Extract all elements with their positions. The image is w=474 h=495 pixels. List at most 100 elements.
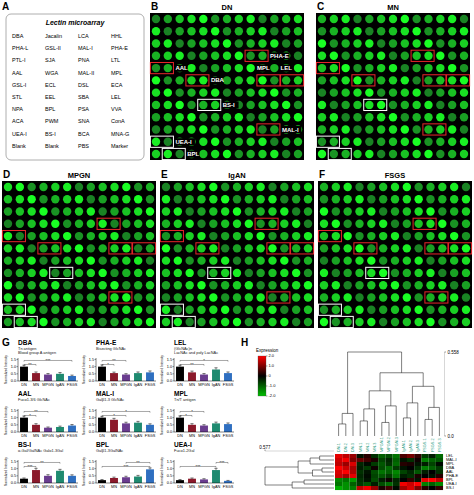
spot: [462, 318, 470, 326]
spot: [391, 183, 399, 191]
lectin-name: PNA: [78, 57, 90, 63]
category-label: DN: [21, 485, 27, 489]
spot: [460, 150, 468, 158]
category-label: FSGS: [223, 485, 234, 489]
spot: [27, 269, 35, 277]
spot: [164, 150, 172, 158]
heat-cell: [421, 474, 428, 478]
spot: [403, 306, 411, 314]
spot: [414, 318, 422, 326]
spot: [304, 207, 312, 215]
spot: [211, 150, 219, 158]
spot: [377, 125, 385, 133]
lectin-name: MNA-G: [111, 131, 129, 137]
category-label: DN: [99, 434, 105, 438]
heat-cell: [342, 474, 349, 478]
spot: [146, 207, 154, 215]
bar-chart: MAL-IGalβ1-3 GlcNAcNormalized Intensity0…: [82, 390, 157, 438]
spot: [211, 101, 219, 109]
bar-chart: DBATn antigenBlood group A antigenNormal…: [4, 339, 79, 387]
spot: [426, 183, 434, 191]
spot: [424, 39, 432, 47]
spot: [110, 281, 118, 289]
spot: [401, 125, 409, 133]
chart-title: DBA: [18, 339, 32, 346]
error-bar: [70, 425, 73, 426]
heat-cell: [400, 458, 407, 462]
lectin-name: ConA: [111, 118, 125, 124]
tick-label: 1.0: [89, 365, 94, 369]
spot: [414, 269, 422, 277]
lectin-box: [423, 75, 446, 86]
dendrogram-tick: [445, 352, 447, 353]
heat-cell: [385, 478, 392, 482]
spot: [294, 64, 302, 72]
spot: [379, 269, 387, 277]
spot: [341, 39, 349, 47]
bars: [20, 365, 76, 381]
bar: [110, 478, 118, 483]
category-label: MN: [189, 485, 195, 489]
spot: [424, 150, 432, 158]
spot: [63, 293, 71, 301]
spot: [403, 293, 411, 301]
page: {"panel_a":{"letter":"A","title":"Lectin…: [0, 0, 474, 495]
lectin-name: HHL: [111, 33, 122, 39]
spot: [209, 195, 217, 203]
spot: [39, 256, 47, 264]
heat-cell: [421, 482, 428, 486]
category-label: MN: [111, 383, 117, 387]
heat-cell: [393, 462, 400, 466]
lectin-label: BS-I: [223, 102, 235, 108]
spot: [424, 138, 432, 146]
tick-label: 1.0: [11, 365, 16, 369]
spot: [187, 76, 195, 84]
spot: [320, 207, 328, 215]
dendrogram-link: [412, 386, 434, 407]
heat-cell: [400, 478, 407, 482]
spot: [343, 269, 351, 277]
spot: [209, 244, 217, 252]
spot: [245, 207, 253, 215]
heat-cell: [429, 482, 436, 486]
heat-cell: [349, 474, 356, 478]
spot: [365, 125, 373, 133]
heat-cell: [378, 466, 385, 470]
spot: [332, 183, 340, 191]
spot: [98, 281, 106, 289]
spot: [304, 306, 312, 314]
spot: [174, 269, 182, 277]
spot: [403, 195, 411, 203]
heat-cell: [436, 462, 443, 466]
spot: [164, 101, 172, 109]
spot: [87, 195, 95, 203]
spot: [403, 183, 411, 191]
spot: [209, 318, 217, 326]
spot: [164, 52, 172, 60]
lectin-box: [162, 148, 185, 159]
spot: [258, 39, 266, 47]
spot: [304, 318, 312, 326]
spot: [223, 138, 231, 146]
spot: [245, 281, 253, 289]
spot: [199, 101, 207, 109]
spot: [377, 150, 385, 158]
error-bar: [34, 372, 37, 373]
spot: [235, 138, 243, 146]
bar: [32, 373, 40, 381]
dendrogram-tick-label: 0.577: [259, 445, 271, 450]
spot: [401, 64, 409, 72]
heat-cell: [407, 462, 414, 466]
y-axis: [18, 358, 19, 381]
spot: [110, 232, 118, 240]
significance-label: ***: [46, 358, 51, 363]
spot: [353, 64, 361, 72]
significance-label: **: [112, 358, 116, 363]
spot: [27, 256, 35, 264]
spot: [152, 113, 160, 121]
spot: [426, 256, 434, 264]
tick-label: 0.5: [89, 423, 94, 427]
spot: [414, 207, 422, 215]
spot: [75, 318, 83, 326]
spot: [268, 256, 276, 264]
